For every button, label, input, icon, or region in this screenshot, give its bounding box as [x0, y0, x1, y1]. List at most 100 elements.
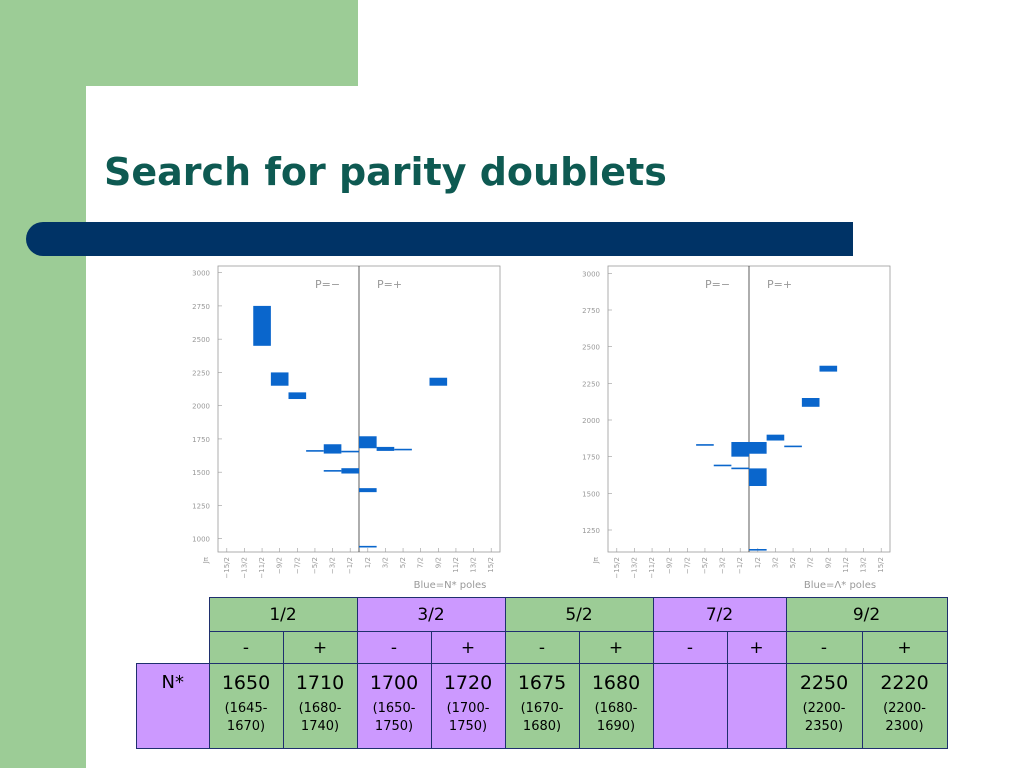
parity-table: 1/2 3/2 5/2 7/2 9/2 - + - + - + - + - + … — [136, 597, 948, 749]
mass-value: 2220 — [880, 672, 929, 694]
spin-header-9-2: 9/2 — [785, 597, 948, 632]
parity-plus-label: P=+ — [767, 278, 792, 291]
y-tick-label: 3000 — [192, 270, 210, 278]
y-tick-label: 2750 — [192, 303, 210, 311]
x-tick-label: 13/2 — [860, 557, 868, 573]
pole-line — [784, 445, 802, 448]
x-axis-label: Jπ — [202, 556, 210, 565]
y-tick-label: 1250 — [582, 527, 600, 535]
pole-box — [359, 436, 377, 449]
spin-header-7-2: 7/2 — [652, 597, 787, 632]
mass-cell: 1700 (1650- 1750) — [356, 663, 432, 749]
y-tick-label: 2250 — [582, 380, 600, 388]
y-tick-label: 3000 — [582, 270, 600, 278]
n-star-plot: P=− P=+ 3000 2750 2500 2250 2000 1750 1500 1250 10… — [192, 265, 501, 591]
x-tick-label: −3/2 — [719, 557, 727, 574]
y-tick-label: 2500 — [192, 336, 210, 344]
plot-caption: Blue=N* poles — [414, 580, 487, 591]
x-tick-label: −7/2 — [683, 557, 691, 574]
x-tick-label: 1/2 — [754, 557, 762, 568]
x-tick-label: −1/2 — [346, 557, 354, 574]
x-tick-label: 3/2 — [771, 557, 779, 568]
x-tick-label: 5/2 — [399, 557, 407, 568]
pole-box — [253, 305, 271, 346]
pole-box — [749, 442, 767, 454]
x-tick-label: −5/2 — [311, 557, 319, 574]
parity-cell: + — [430, 631, 506, 664]
parity-cell: - — [356, 631, 432, 664]
mass-cell: 1675 (1670- 1680) — [504, 663, 580, 749]
x-tick-label: 9/2 — [824, 557, 832, 568]
parity-cell: + — [282, 631, 358, 664]
mass-value: 1720 — [443, 672, 493, 694]
pole-box — [359, 488, 377, 493]
y-tick-label: 2000 — [582, 417, 600, 425]
mass-cell: 1650 (1645- 1670) — [208, 663, 284, 749]
parity-cell: + — [726, 631, 787, 664]
pole-box — [270, 372, 289, 386]
x-tick-label: 5/2 — [789, 557, 797, 568]
mass-range: (1700- 1750) — [446, 701, 490, 734]
parity-cell: + — [578, 631, 654, 664]
pole-box — [819, 365, 838, 372]
pole-box — [376, 446, 395, 451]
mass-range: (1680- 1690) — [594, 701, 638, 734]
pole-box — [429, 377, 448, 386]
pole-box — [323, 444, 342, 454]
mass-cell-empty — [726, 663, 787, 749]
mass-range: (1645- 1670) — [224, 701, 268, 734]
x-tick-label: −13/2 — [630, 557, 638, 579]
spin-header-1-2: 1/2 — [208, 597, 358, 632]
pole-line — [731, 467, 749, 470]
spin-header-5-2: 5/2 — [504, 597, 654, 632]
x-tick-label: −15/2 — [613, 557, 621, 579]
mass-cell: 2220 (2200- 2300) — [861, 663, 948, 749]
y-tick-label: 1000 — [192, 536, 210, 544]
x-tick-label: 9/2 — [434, 557, 442, 568]
table-corner — [137, 598, 210, 632]
x-tick-label: −9/2 — [276, 557, 284, 574]
row-label-nstar: N* — [136, 663, 210, 749]
parity-cell: - — [208, 631, 284, 664]
mass-cell: 2250 (2200- 2350) — [785, 663, 863, 749]
x-tick-label: −11/2 — [648, 557, 656, 579]
y-tick-label: 1750 — [582, 454, 600, 462]
parity-cell: + — [861, 631, 948, 664]
x-tick-label: −11/2 — [258, 557, 266, 579]
slide-title: Search for parity doublets — [104, 150, 667, 194]
x-tick-label: 3/2 — [381, 557, 389, 568]
pole-line — [696, 444, 714, 446]
mass-cell-empty — [652, 663, 728, 749]
pole-box — [749, 468, 767, 486]
pole-box — [341, 468, 359, 474]
pole-box — [288, 392, 307, 400]
y-tick-label: 1500 — [582, 490, 600, 498]
pole-line — [713, 464, 732, 467]
y-tick-label: 2750 — [582, 307, 600, 315]
parity-cell: - — [652, 631, 728, 664]
x-tick-label: −13/2 — [240, 557, 248, 579]
x-tick-label: −15/2 — [223, 557, 231, 579]
mass-value: 1650 — [221, 672, 271, 694]
table-corner-2 — [137, 632, 210, 664]
y-tick-label: 2500 — [582, 344, 600, 352]
x-tick-label: −1/2 — [736, 557, 744, 574]
mass-value: 1680 — [591, 672, 641, 694]
pole-line — [359, 545, 377, 548]
parity-cell: - — [504, 631, 580, 664]
mass-value: 1710 — [295, 672, 345, 694]
title-underline-bar — [26, 222, 853, 256]
y-tick-label: 1250 — [192, 502, 210, 510]
mass-value: 2250 — [799, 672, 849, 694]
pole-line — [394, 448, 412, 451]
pole-box — [766, 434, 785, 441]
x-axis-label: Jπ — [592, 556, 600, 565]
y-tick-label: 1750 — [192, 436, 210, 444]
x-tick-label: 13/2 — [470, 557, 478, 573]
parity-cell: - — [785, 631, 863, 664]
x-tick-label: −9/2 — [666, 557, 674, 574]
pole-line — [749, 549, 767, 551]
x-tick-label: −7/2 — [293, 557, 301, 574]
pole-box — [801, 398, 820, 407]
decor-green-left — [0, 0, 86, 768]
